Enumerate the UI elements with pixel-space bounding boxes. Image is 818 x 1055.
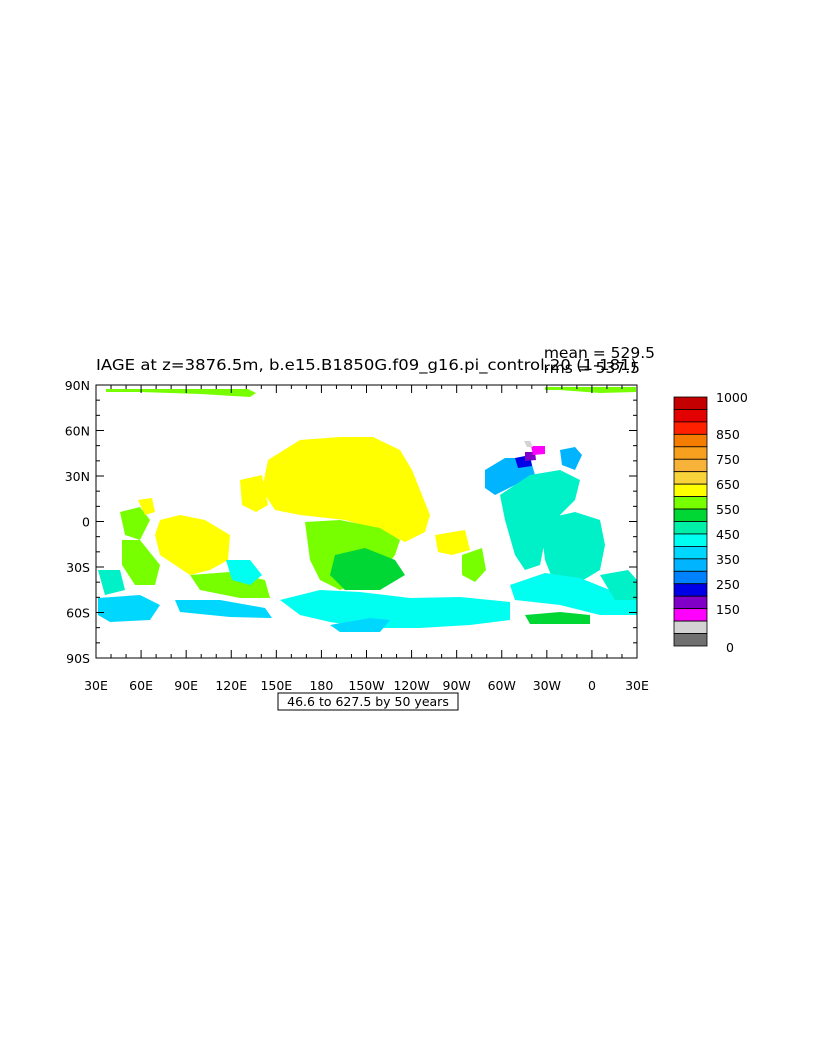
lon-tick-label: 30E xyxy=(84,678,108,693)
lon-tick-label: 150E xyxy=(260,678,292,693)
colorbar-swatch xyxy=(673,471,708,485)
colorbar-swatch xyxy=(673,521,708,535)
colorbar-swatch xyxy=(673,396,708,410)
longitude-tick-labels: 30E 60E 90E 120E 150E 180 150W 120W 90W 60W 30W 0 30… xyxy=(84,678,649,693)
colorbar-swatch xyxy=(673,583,708,597)
rms-stat: rms = 537.5 xyxy=(544,359,641,377)
region-south-atlantic-green xyxy=(525,612,590,624)
lon-tick-label: 90E xyxy=(174,678,198,693)
lon-tick-label: 150W xyxy=(348,678,384,693)
lat-tick-label: 0 xyxy=(82,515,90,530)
colorbar-swatch xyxy=(673,570,708,585)
region-west-indian-2 xyxy=(138,498,155,515)
colorbar-swatch xyxy=(673,595,708,610)
lon-tick-label: 120E xyxy=(215,678,247,693)
colorbar-swatch xyxy=(673,496,708,510)
region-southern-atlantic xyxy=(510,573,637,615)
region-southern-pacific xyxy=(280,590,510,628)
region-east-pacific-green xyxy=(462,548,486,582)
colorbar-swatch xyxy=(673,458,708,473)
colorbar-labels: 1000 850 750 650 550 450 350 250 150 0 xyxy=(716,390,748,655)
mean-stat: mean = 529.5 xyxy=(544,344,655,362)
latitude-tick-labels: 90N 60N 30N 0 30S 60S 90S xyxy=(65,378,90,666)
data-fields xyxy=(98,387,637,632)
region-arctic-east xyxy=(545,387,636,393)
colorbar-swatch xyxy=(673,483,708,497)
lat-tick-label: 30S xyxy=(66,560,90,575)
region-arctic-west xyxy=(106,389,256,397)
region-south-atlantic xyxy=(540,512,605,585)
region-west-south xyxy=(98,570,125,595)
lat-tick-label: 30N xyxy=(65,469,90,484)
lat-tick-label: 90N xyxy=(65,378,90,393)
contour-info-box xyxy=(277,692,459,711)
region-labrador-gray xyxy=(524,441,533,447)
region-indian-nw xyxy=(240,475,268,512)
region-indian-green-w xyxy=(122,540,160,585)
x-ticks-top xyxy=(95,385,638,393)
colorbar-swatch xyxy=(673,421,708,435)
region-east-pacific xyxy=(435,530,470,555)
colorbar-swatch xyxy=(673,633,708,647)
region-labrador-magenta xyxy=(531,446,545,455)
lon-tick-label: 30W xyxy=(533,678,561,693)
colorbar-swatch xyxy=(673,508,708,522)
y-ticks-left xyxy=(96,384,104,659)
lon-tick-label: 90W xyxy=(443,678,471,693)
lon-tick-label: 0 xyxy=(588,678,596,693)
region-north-pacific xyxy=(262,437,430,542)
x-ticks-bottom xyxy=(95,650,638,658)
contour-info-text: 46.6 to 627.5 by 50 years xyxy=(287,694,449,709)
plot-title: IAGE at z=3876.5m, b.e15.B1850G.f09_g16.… xyxy=(96,356,637,375)
colorbar-swatch xyxy=(673,446,708,460)
colorbar-label: 750 xyxy=(716,452,740,467)
lon-tick-label: 120W xyxy=(393,678,429,693)
lon-tick-label: 60W xyxy=(488,678,516,693)
y-ticks-right xyxy=(629,384,637,659)
region-south-indian-cyan xyxy=(226,560,262,585)
region-north-atlantic-ne xyxy=(560,447,582,470)
region-southern-west xyxy=(98,595,160,622)
colorbar-label: 250 xyxy=(716,577,740,592)
colorbar-label: 650 xyxy=(716,477,740,492)
colorbar-label: 150 xyxy=(716,602,740,617)
region-west-indian xyxy=(120,507,150,540)
colorbar-label: 550 xyxy=(716,502,740,517)
map-frame xyxy=(95,384,638,659)
colorbar-swatch xyxy=(673,620,708,634)
lon-tick-label: 180 xyxy=(309,678,333,693)
colorbar-label: 1000 xyxy=(716,390,748,405)
colorbar-label: 350 xyxy=(716,552,740,567)
colorbar-swatch xyxy=(673,558,708,572)
lon-tick-label: 30E xyxy=(625,678,649,693)
colorbar-swatch xyxy=(673,409,708,423)
lon-tick-label: 60E xyxy=(129,678,153,693)
colorbar xyxy=(673,396,708,647)
region-central-south-pacific xyxy=(330,548,405,590)
region-south-east-atlantic xyxy=(600,570,637,600)
region-indian-yellow xyxy=(155,515,230,575)
colorbar-label: 850 xyxy=(716,427,740,442)
colorbar-swatch xyxy=(673,533,708,547)
colorbar-swatch xyxy=(673,433,708,448)
lat-tick-label: 90S xyxy=(66,651,90,666)
lat-tick-label: 60N xyxy=(65,424,90,439)
colorbar-swatch xyxy=(673,608,708,622)
lat-tick-label: 60S xyxy=(66,606,90,621)
region-southern-indian xyxy=(175,600,272,618)
colorbar-label: 0 xyxy=(726,640,734,655)
colorbar-swatch xyxy=(673,546,708,560)
region-southern-pacific-blue xyxy=(330,618,390,632)
colorbar-label: 450 xyxy=(716,527,740,542)
